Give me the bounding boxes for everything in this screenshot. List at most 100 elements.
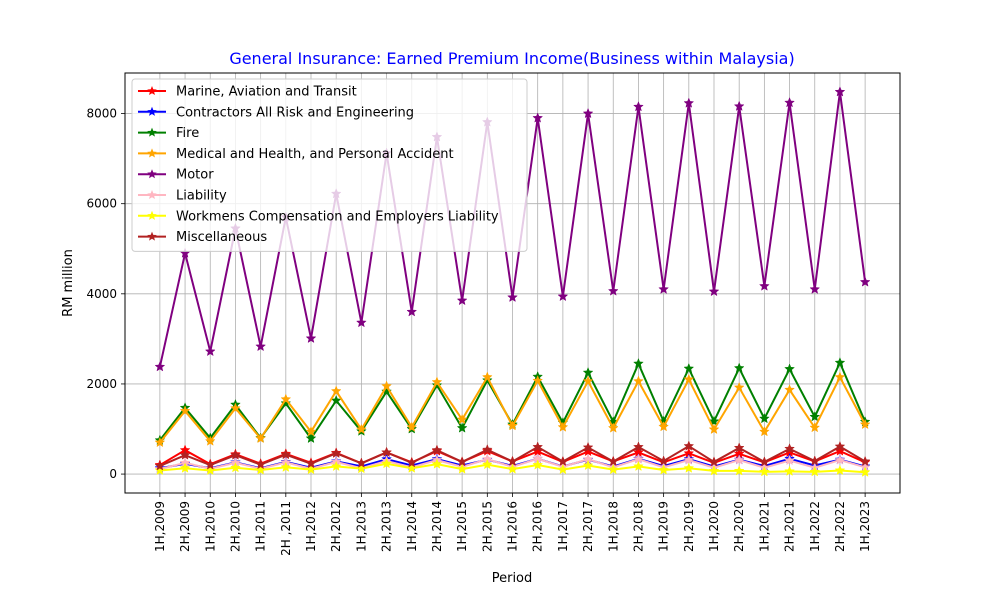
data-point (733, 442, 745, 453)
data-point (255, 432, 267, 444)
data-point (809, 411, 821, 422)
data-point (532, 459, 544, 470)
data-point (607, 455, 619, 467)
data-point (809, 466, 821, 477)
data-point (784, 443, 795, 454)
data-point (834, 440, 846, 452)
data-point (305, 426, 317, 437)
legend-marker (147, 169, 157, 179)
data-point (733, 465, 745, 476)
data-point (507, 463, 518, 474)
data-point (481, 458, 493, 470)
data-point (280, 393, 292, 404)
y-tick-label: 6000 (86, 197, 117, 211)
data-point (305, 458, 317, 469)
data-point (633, 357, 644, 369)
data-point (658, 464, 670, 475)
legend-marker (147, 231, 157, 241)
data-point (708, 285, 720, 297)
data-point (456, 422, 468, 433)
series-7 (154, 440, 871, 471)
legend-label: Motor (176, 168, 214, 183)
data-point (154, 436, 166, 448)
data-point (582, 459, 594, 471)
chart-title: General Insurance: Earned Premium Income… (229, 49, 794, 68)
legend-label: Miscellaneous (176, 230, 267, 245)
data-point (481, 444, 493, 455)
x-tick-label: 2H,2013 (380, 501, 394, 552)
data-point (758, 280, 770, 291)
x-tick-label: 1H,2015 (455, 501, 469, 552)
y-tick-label: 8000 (86, 107, 117, 121)
data-point (809, 421, 821, 433)
data-point (532, 441, 544, 452)
legend-marker (147, 190, 157, 200)
data-point (557, 455, 569, 467)
data-point (179, 405, 191, 416)
data-point (381, 458, 392, 469)
x-tick-label: 1H,2011 (254, 501, 268, 552)
data-point (456, 294, 468, 306)
x-tick-label: 1H,2023 (858, 501, 872, 552)
data-point (406, 421, 418, 432)
data-point (381, 380, 392, 391)
data-point (834, 371, 846, 382)
x-tick-label: 1H,2017 (556, 501, 570, 552)
data-point (607, 463, 619, 475)
data-point (708, 423, 720, 435)
data-point (784, 454, 795, 466)
data-point (683, 97, 695, 108)
legend-label: Workmens Compensation and Employers Liab… (176, 209, 499, 224)
legend-label: Fire (176, 126, 199, 141)
x-tick-label: 2H ,2011 (279, 501, 293, 556)
x-tick-label: 2H,2009 (178, 501, 192, 552)
x-tick-label: 2H,2021 (783, 501, 797, 552)
data-point (179, 462, 191, 473)
x-tick-label: 1H,2013 (354, 501, 368, 552)
data-point (255, 340, 267, 352)
data-point (255, 464, 267, 475)
x-axis-label: Period (492, 571, 533, 586)
data-point (154, 460, 166, 471)
legend-marker (147, 86, 157, 96)
data-point (633, 441, 644, 452)
data-point (230, 462, 241, 473)
x-tick-label: 2H,2018 (631, 501, 645, 552)
data-point (859, 455, 871, 467)
data-point (683, 462, 695, 473)
data-point (733, 100, 745, 111)
data-point (179, 449, 191, 460)
legend-label: Liability (176, 189, 227, 204)
data-point (456, 456, 468, 467)
data-point (406, 457, 418, 468)
data-point (330, 447, 342, 458)
legend-marker (147, 148, 157, 158)
data-point (582, 367, 594, 378)
data-point (507, 420, 518, 431)
data-point (406, 306, 418, 317)
x-tick-label: 1H,2021 (757, 501, 771, 552)
x-tick-label: 1H,2019 (657, 501, 671, 552)
series-4 (154, 86, 871, 372)
data-point (431, 376, 443, 387)
legend-label: Marine, Aviation and Transit (176, 85, 357, 100)
data-point (607, 422, 619, 433)
data-point (532, 112, 544, 123)
legend-marker (147, 210, 157, 220)
x-tick-label: 2H,2022 (833, 501, 847, 552)
data-point (406, 462, 418, 473)
data-point (658, 283, 670, 294)
data-point (708, 415, 720, 426)
data-point (784, 363, 795, 374)
data-point (280, 449, 292, 460)
y-tick-label: 0 (109, 467, 117, 481)
data-point (481, 374, 493, 385)
data-point (204, 459, 216, 470)
series-lines (154, 86, 871, 477)
data-point (733, 454, 745, 465)
data-point (280, 397, 292, 408)
x-tick-label: 2H,2014 (430, 501, 444, 552)
data-point (330, 385, 342, 396)
data-point (658, 455, 670, 466)
